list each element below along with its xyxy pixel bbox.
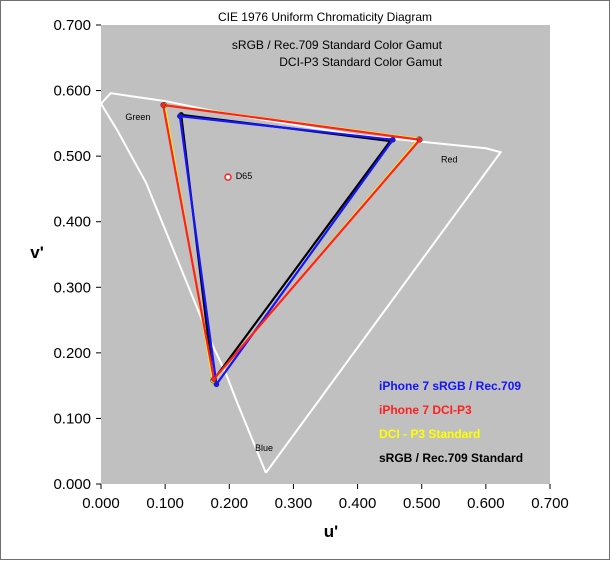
y-tick-label: 0.300 [53,279,91,296]
y-tick-label: 0.400 [53,214,91,231]
annotation-layer: Green Red Blue D65 [125,112,457,453]
gamut-vertex-series-2 [177,113,183,119]
y-tick-label: 0.600 [53,83,91,100]
annotation-green: Green [125,112,150,122]
gamut-vertex-series-2 [213,381,220,388]
y-axis-title: v' [30,243,44,262]
x-tick-label: 0.400 [339,495,377,512]
x-tick-label: 0.000 [82,495,120,512]
y-tick-label: 0.700 [53,17,91,34]
legend-entry-iphone7-srgb: iPhone 7 sRGB / Rec.709 [379,379,521,393]
y-tick-label: 0.100 [53,410,91,427]
x-tick-label: 0.100 [146,495,184,512]
chart-subtitle-2: DCI-P3 Standard Color Gamut [279,55,442,69]
legend-entry-iphone7-dcip3: iPhone 7 DCI-P3 [379,403,472,417]
ticks-layer: 0.000 0.100 0.200 0.300 0.400 0.500 0.600 0.700… [53,17,568,512]
gamut-triangle-series-3 [162,103,421,381]
annotation-red: Red [441,155,458,165]
gamut-vertex-series-3 [160,102,167,108]
white-point-d65-marker [224,173,232,181]
gamut-vertex-series-3 [211,376,217,382]
y-tick-label: 0.000 [53,476,91,493]
legend-entry-srgb-standard: sRGB / Rec.709 Standard [379,451,523,465]
y-tick-label: 0.200 [53,345,91,362]
x-tick-label: 0.500 [403,495,441,512]
gamut-vertex-series-2 [390,136,396,143]
spectral-locus [99,92,503,474]
x-tick-label: 0.700 [531,495,569,512]
chart-title: CIE 1976 Uniform Chromaticity Diagram [218,10,432,24]
series-layer [160,102,423,388]
annotation-blue: Blue [255,443,273,453]
gamut-triangle-series-2 [178,115,394,386]
chart-subtitle-1: sRGB / Rec.709 Standard Color Gamut [232,38,443,52]
x-tick-label: 0.600 [467,495,505,512]
annotation-d65: D65 [236,171,253,181]
x-axis-title: u' [324,522,338,541]
legend-entry-dcip3-standard: DCI - P3 Standard [379,427,480,441]
x-tick-label: 0.300 [275,495,313,512]
x-tick-label: 0.200 [211,495,249,512]
gamut-vertex-series-3 [416,136,423,143]
plot-area [101,25,550,484]
y-tick-label: 0.500 [53,148,91,165]
legend: iPhone 7 sRGB / Rec.709 iPhone 7 DCI-P3 … [379,379,523,465]
